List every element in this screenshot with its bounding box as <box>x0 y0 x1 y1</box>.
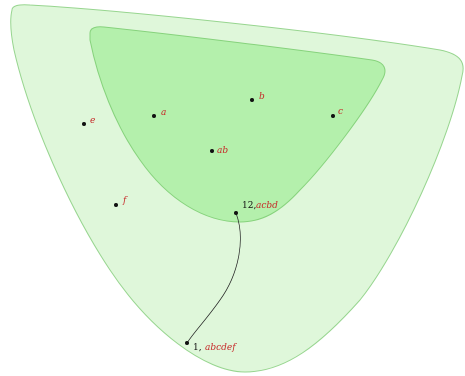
point-b-label: b <box>259 92 265 102</box>
point-e: e <box>82 116 95 126</box>
point-f-label: f <box>122 196 128 206</box>
inner-region <box>89 26 386 223</box>
point-f: f <box>114 196 128 207</box>
point-acbd: 12, acbd <box>234 201 278 215</box>
point-acbd-label: acbd <box>256 201 278 211</box>
point-ab-label: ab <box>217 146 228 156</box>
point-abcdef: 1, abcdef <box>185 341 237 353</box>
point-a: a <box>152 108 166 118</box>
point-c-label: c <box>338 107 343 117</box>
point-ab: ab <box>210 146 228 156</box>
point-acbd-count: 12, <box>242 201 256 211</box>
connector-curve <box>186 212 241 344</box>
point-abcdef-count: 1, <box>193 343 202 353</box>
point-c: c <box>331 107 343 118</box>
point-abcdef-label: abcdef <box>205 343 237 353</box>
point-a-label: a <box>161 108 166 118</box>
point-e-label: e <box>90 116 95 126</box>
point-b: b <box>250 92 265 102</box>
